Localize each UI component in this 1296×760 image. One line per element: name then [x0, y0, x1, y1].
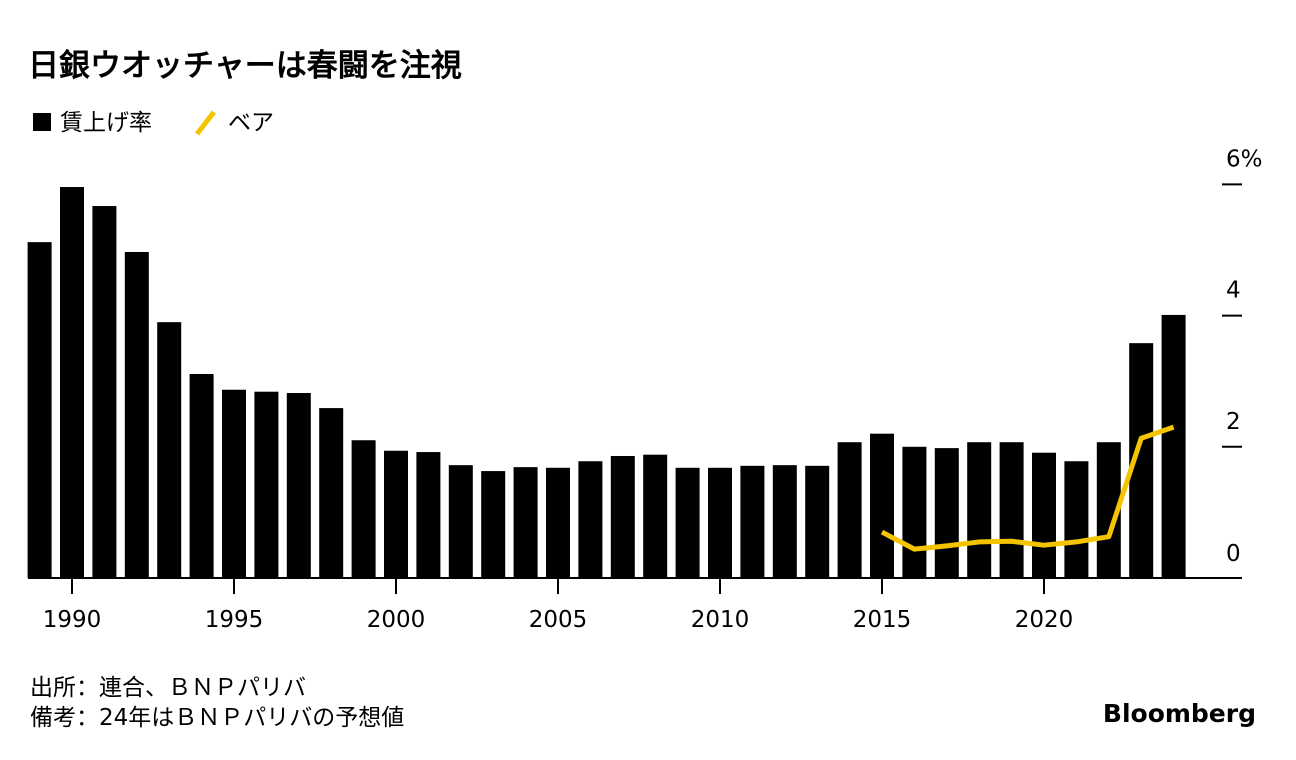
bar-1995	[222, 389, 246, 578]
bar-2015	[870, 433, 894, 578]
bloomberg-logo: Bloomberg	[1103, 699, 1256, 728]
bar-1997	[286, 393, 311, 578]
bar-2006	[578, 461, 603, 578]
chart-title: 日銀ウオッチャーは春闘を注視	[28, 48, 462, 84]
remarks-note: 備考：24年はＢＮＰパリバの予想値	[30, 705, 404, 731]
bar-2017	[934, 448, 959, 578]
bar-2018	[967, 442, 992, 578]
x-tick-label: 1990	[43, 607, 102, 633]
x-tick-label: 2020	[1015, 607, 1074, 633]
bar-2000	[384, 450, 408, 578]
x-tick-label: 2010	[691, 607, 750, 633]
bar-2005	[546, 467, 570, 578]
bar-2004	[513, 467, 538, 578]
x-tick-label: 1995	[205, 607, 264, 633]
x-tick-label: 2005	[529, 607, 588, 633]
bar-2020	[1032, 452, 1056, 578]
y-tick-label: 2	[1226, 409, 1241, 435]
y-tick-label: 0	[1226, 541, 1241, 567]
x-tick-label: 2000	[367, 607, 426, 633]
bar-2021	[1064, 461, 1089, 578]
bar-2012	[772, 465, 797, 578]
series-line-bea	[880, 424, 1175, 552]
legend-label-bar: 賃上げ率	[60, 110, 152, 136]
bar-2016	[902, 446, 927, 578]
bar-2002	[448, 465, 473, 578]
bar-2007	[610, 455, 635, 578]
bar-2011	[740, 465, 765, 578]
legend-swatch-bar	[33, 113, 51, 131]
bar-1991	[92, 206, 117, 578]
bar-2019	[999, 442, 1024, 578]
bar-1989	[27, 242, 52, 579]
x-tick-label: 2015	[853, 607, 912, 633]
bar-1993	[157, 322, 182, 578]
bar-1992	[124, 251, 149, 578]
bar-1999	[351, 440, 376, 578]
legend-swatch-line	[195, 110, 216, 136]
bar-1994	[189, 373, 214, 578]
bar-1996	[254, 391, 279, 578]
bar-1998	[319, 408, 344, 578]
source-note: 出所：連合、ＢＮＰパリバ	[30, 675, 306, 701]
bar-2009	[675, 467, 700, 578]
bar-2008	[643, 454, 668, 578]
bar-2010	[708, 467, 732, 578]
bar-2003	[481, 471, 506, 578]
legend: 賃上げ率 ベア	[33, 110, 274, 136]
bar-2014	[837, 442, 862, 578]
bar-2013	[805, 465, 830, 578]
bar-2001	[416, 452, 441, 578]
bar-1990	[60, 187, 84, 579]
bar-2024	[1161, 314, 1186, 578]
y-tick-label: 6%	[1226, 146, 1263, 172]
y-tick-label: 4	[1226, 278, 1241, 304]
legend-label-line: ベア	[228, 110, 274, 136]
